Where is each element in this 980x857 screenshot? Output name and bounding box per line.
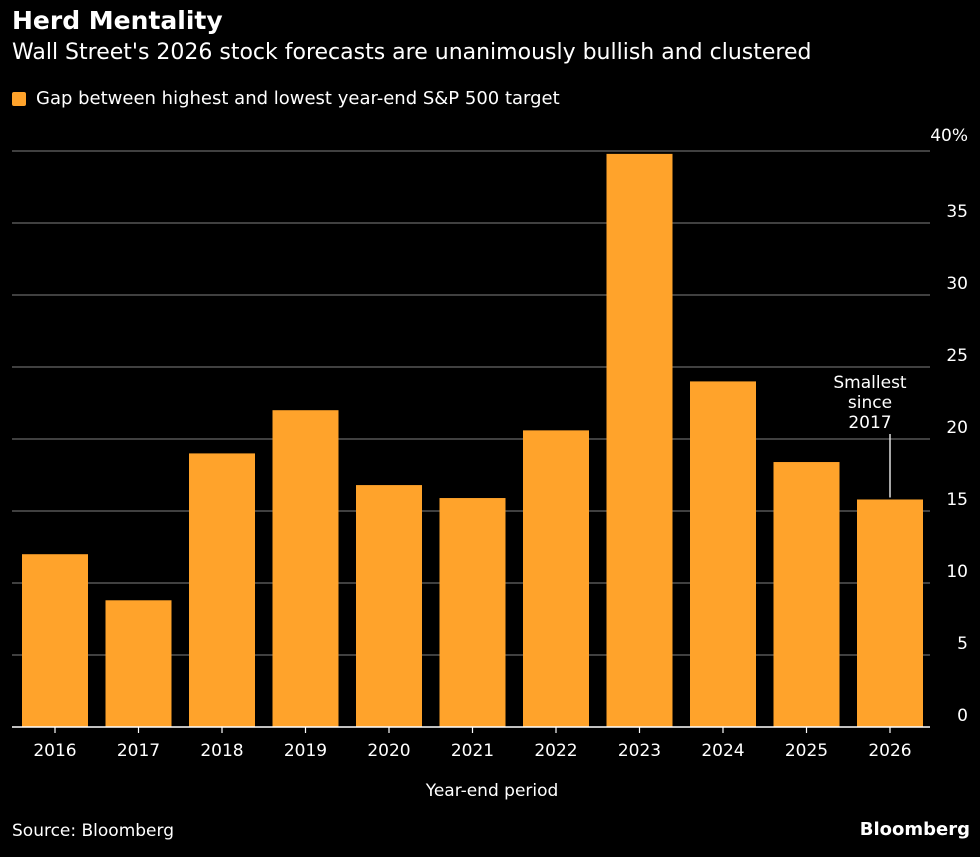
y-tick-label: 30 (946, 274, 968, 294)
bar-2018 (189, 453, 255, 727)
y-tick-label: 20 (946, 418, 968, 438)
x-tick-label: 2019 (284, 741, 327, 761)
bar-2024 (690, 381, 756, 727)
x-tick-label: 2017 (117, 741, 160, 761)
bar-2022 (523, 430, 589, 727)
brand-logo: Bloomberg (859, 819, 970, 840)
bar-2020 (356, 485, 422, 727)
bar-2019 (272, 410, 339, 727)
y-tick-label: 40% (930, 126, 968, 146)
y-tick-label: 0 (957, 706, 968, 726)
chart-subtitle: Wall Street's 2026 stock forecasts are u… (12, 40, 812, 65)
bar-2026 (857, 499, 923, 727)
y-tick-label: 35 (946, 202, 968, 222)
chart-title: Herd Mentality (12, 6, 223, 35)
annotation-text: Smallest (833, 373, 907, 393)
legend: Gap between highest and lowest year-end … (12, 88, 560, 109)
y-tick-label: 25 (946, 346, 968, 366)
x-tick-label: 2016 (33, 741, 76, 761)
bar-2017 (105, 600, 172, 727)
x-tick-label: 2018 (200, 741, 243, 761)
x-axis-label: Year-end period (425, 781, 559, 801)
annotation-text: 2017 (848, 413, 891, 433)
legend-swatch (12, 91, 26, 106)
y-tick-label: 10 (946, 562, 968, 582)
x-tick-label: 2025 (785, 741, 828, 761)
bar-2016 (22, 554, 88, 727)
bar-2021 (439, 498, 506, 727)
x-tick-label: 2026 (868, 741, 911, 761)
bar-2023 (606, 153, 673, 727)
x-tick-label: 2024 (701, 741, 744, 761)
bar-2025 (773, 462, 840, 727)
x-tick-label: 2023 (618, 741, 661, 761)
source-note: Source: Bloomberg (12, 821, 174, 841)
legend-label: Gap between highest and lowest year-end … (36, 88, 560, 109)
x-tick-label: 2020 (367, 741, 410, 761)
annotation-text: since (848, 393, 892, 413)
y-tick-label: 15 (946, 490, 968, 510)
x-tick-label: 2021 (451, 741, 494, 761)
y-tick-label: 5 (957, 634, 968, 654)
x-tick-label: 2022 (534, 741, 577, 761)
